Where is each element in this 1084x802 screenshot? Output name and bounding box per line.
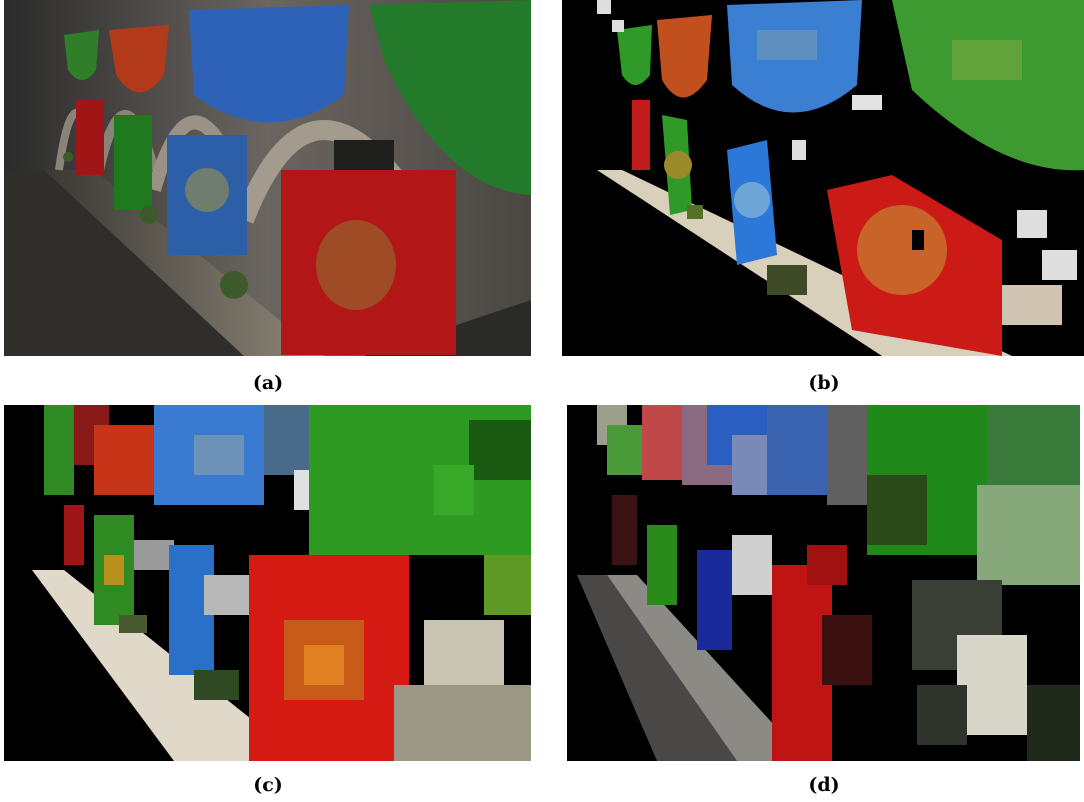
panel-d-voxel-scene-coarse bbox=[567, 405, 1080, 761]
caption-d: (d) bbox=[808, 774, 840, 796]
panel-a-rendered-scene bbox=[4, 0, 531, 356]
panel-c-voxel-scene-medium bbox=[4, 405, 531, 761]
caption-c: (c) bbox=[253, 774, 283, 796]
panel-b-voxel-scene-fine bbox=[562, 0, 1084, 356]
caption-b: (b) bbox=[808, 372, 840, 394]
caption-a: (a) bbox=[252, 372, 284, 394]
